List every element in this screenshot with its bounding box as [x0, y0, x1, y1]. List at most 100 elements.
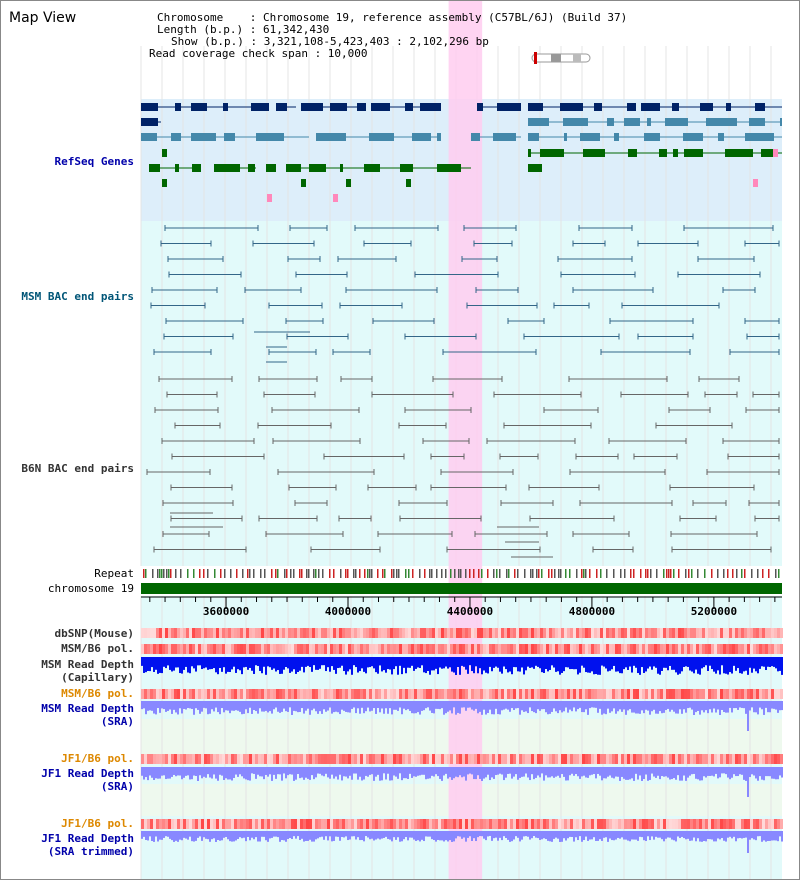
msm-b6-pol-cell [702, 644, 705, 654]
jf1-b6-pol-trimmed-label[interactable]: JF1/B6 pol. [61, 817, 134, 830]
msm-b6-pol-cell [624, 644, 627, 654]
msm-sra-depth-bar [657, 701, 659, 714]
dbsnp-cell [195, 628, 198, 638]
msm-b6-pol-cell [528, 644, 531, 654]
msm-read-depth-capillary-label[interactable]: MSM Read Depth (Capillary) [41, 658, 134, 684]
jf1-read-depth-trimmed-label[interactable]: JF1 Read Depth (SRA trimmed) [41, 832, 134, 858]
jf1-trimmed-depth-bar [405, 831, 407, 838]
msm-b6-pol-cell [501, 644, 504, 654]
jf1-b6-pol-cell [225, 754, 228, 764]
msm-capillary-depth-bar [333, 657, 335, 670]
jf1-b6-pol-cell [165, 754, 168, 764]
msm-capillary-depth-bar [415, 657, 417, 669]
msm-b6-pol-cell [741, 644, 744, 654]
refseq-genes-label[interactable]: RefSeq Genes [54, 155, 134, 168]
jf1-b6-pol-cell [246, 754, 249, 764]
msm-b6-pol-sra-cell [447, 689, 450, 699]
jf1-b6-pol-trimmed-cell [630, 819, 633, 829]
msm-bac-end-pairs-label[interactable]: MSM BAC end pairs [21, 290, 134, 303]
msm-sra-depth-bar [329, 701, 331, 708]
jf1-sra-depth-bar [555, 767, 557, 777]
msm-sra-depth-bar [781, 701, 783, 711]
jf1-b6-pol-cell [474, 754, 477, 764]
msm-capillary-depth-bar [157, 657, 159, 674]
jf1-sra-depth-bar [777, 767, 779, 780]
jf1-b6-pol-trimmed-cell [264, 819, 267, 829]
msm-b6-pol-cell [558, 644, 561, 654]
jf1-sra-depth-bar [199, 767, 201, 776]
msm-b6-pol-label[interactable]: MSM/B6 pol. [61, 642, 134, 655]
msm-b6-pol-sra-cell [582, 689, 585, 699]
refseq-exon [745, 133, 774, 141]
jf1-sra-depth-bar [543, 767, 545, 781]
dbsnp-cell [441, 628, 444, 638]
jf1-trimmed-depth-bar [141, 831, 143, 839]
msm-capillary-depth-bar [605, 657, 607, 669]
msm-sra-depth-bar [499, 701, 501, 715]
msm-b6-pol-sra-cell [675, 689, 678, 699]
jf1-trimmed-depth-bar [295, 831, 297, 839]
msm-capillary-depth-bar [653, 657, 655, 667]
msm-b6-pol-sra-cell [753, 689, 756, 699]
msm-b6-pol-sra-cell [204, 689, 207, 699]
jf1-b6-pol-cell [363, 754, 366, 764]
jf1-sra-depth-bar [761, 767, 763, 780]
dbsnp-label[interactable]: dbSNP(Mouse) [54, 627, 134, 640]
jf1-trimmed-depth-bar [747, 831, 749, 853]
view-title: Map View [9, 10, 77, 26]
jf1-b6-pol-label[interactable]: JF1/B6 pol. [61, 752, 134, 765]
jf1-trimmed-depth-bar [293, 831, 295, 837]
jf1-sra-depth-bar [377, 767, 379, 775]
msm-sra-depth-bar [637, 701, 639, 714]
jf1-read-depth-sra-label[interactable]: JF1 Read Depth (SRA) [41, 767, 134, 793]
msm-b6-pol-cell [684, 644, 687, 654]
msm-b6-pol-cell [708, 644, 711, 654]
msm-b6-pol-sra-cell [177, 689, 180, 699]
jf1-sra-depth-bar [653, 767, 655, 777]
refseq-exon [706, 118, 737, 126]
jf1-b6-pol-trimmed-cell [315, 819, 318, 829]
jf1-trimmed-depth-bar [643, 831, 645, 841]
msm-sra-depth-bar [535, 701, 537, 714]
repeat-mark [431, 569, 433, 578]
msm-sra-depth-bar [433, 701, 435, 714]
jf1-sra-depth-bar [229, 767, 231, 780]
dbsnp-cell [384, 628, 387, 638]
coverage-span-info: Read coverage check span : 10,000 [149, 47, 368, 60]
dbsnp-cell [288, 628, 291, 638]
jf1-b6-pol-cell [204, 754, 207, 764]
jf1-b6-pol-cell [510, 754, 513, 764]
msm-b6-pol-sra-cell [279, 689, 282, 699]
msm-b6-pol-sra-cell [444, 689, 447, 699]
dbsnp-cell [699, 628, 702, 638]
dbsnp-cell [156, 628, 159, 638]
jf1-b6-pol-cell [282, 754, 285, 764]
jf1-trimmed-depth-bar [443, 831, 445, 842]
repeat-mark [345, 569, 347, 578]
b6n-bac-end-pairs-label[interactable]: B6N BAC end pairs [21, 462, 134, 475]
msm-capillary-depth-bar [655, 657, 657, 668]
msm-read-depth-sra-label[interactable]: MSM Read Depth (SRA) [41, 702, 134, 728]
msm-sra-depth-bar [395, 701, 397, 710]
jf1-b6-pol-cell [675, 754, 678, 764]
jf1-sra-depth-bar [159, 767, 161, 779]
msm-capillary-depth-bar [363, 657, 365, 672]
msm-b6-pol-sra-label[interactable]: MSM/B6 pol. [61, 687, 134, 700]
jf1-sra-depth-bar [397, 767, 399, 779]
jf1-trimmed-depth-bar [517, 831, 519, 838]
jf1-trimmed-depth-bar [379, 831, 381, 840]
msm-b6-pol-sra-cell [720, 689, 723, 699]
jf1-b6-pol-cell [387, 754, 390, 764]
dbsnp-cell [705, 628, 708, 638]
msm-b6-pol-cell [609, 644, 612, 654]
dbsnp-cell [354, 628, 357, 638]
jf1-trimmed-depth-bar [505, 831, 507, 839]
dbsnp-cell [525, 628, 528, 638]
msm-capillary-depth-bar [693, 657, 695, 674]
repeat-label[interactable]: Repeat [94, 567, 134, 580]
msm-sra-depth-bar [603, 701, 605, 714]
repeat-mark [168, 569, 170, 578]
dbsnp-cell [333, 628, 336, 638]
msm-capillary-depth-bar [621, 657, 623, 674]
